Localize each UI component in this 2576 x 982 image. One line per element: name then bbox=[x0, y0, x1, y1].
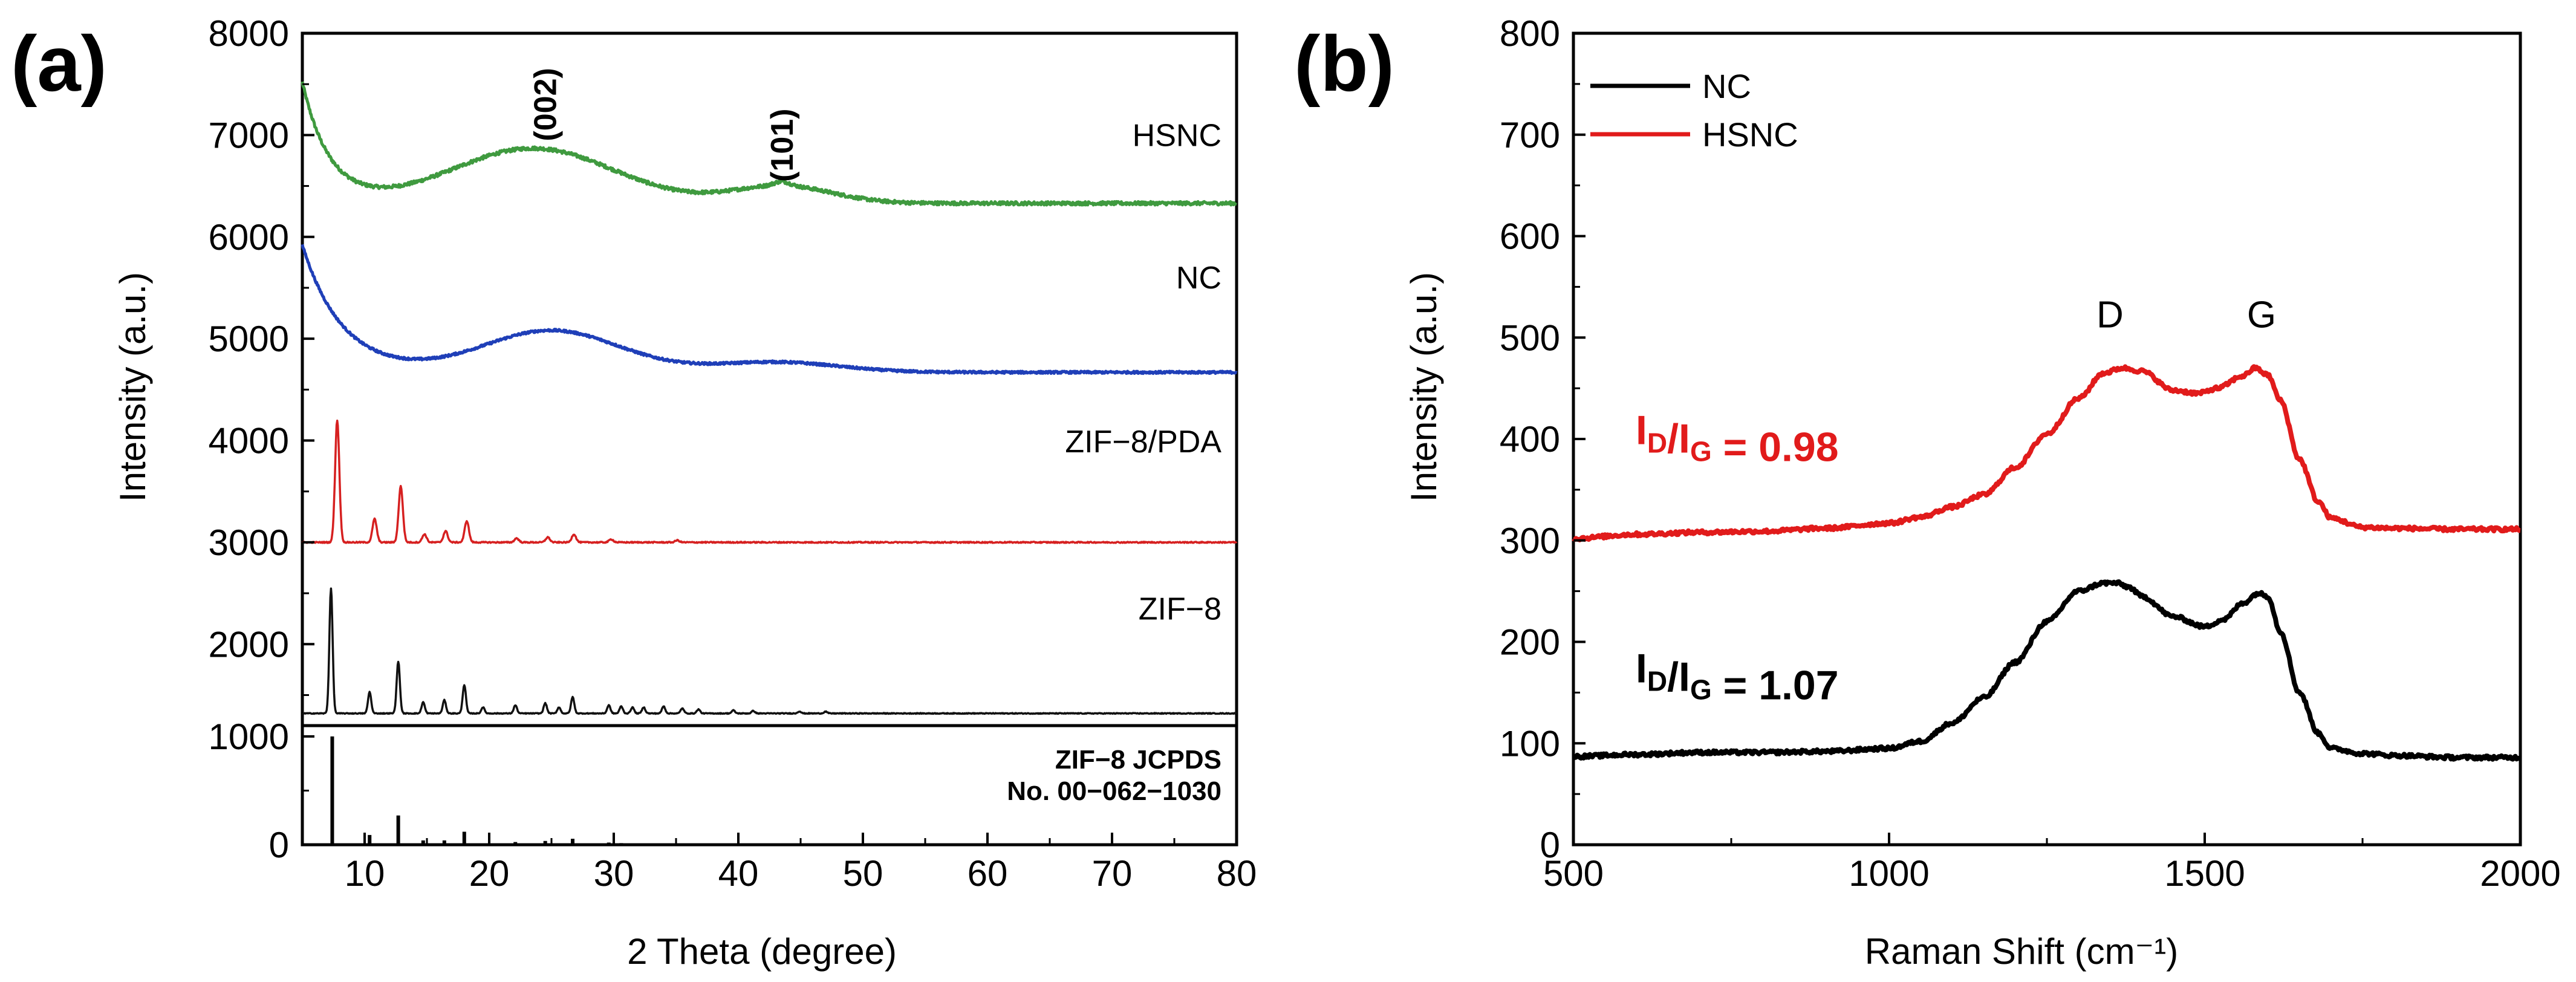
y-tick-label-a: 3000 bbox=[209, 522, 289, 563]
raman-trace-hsnc bbox=[1572, 364, 2522, 542]
y-tick-label-a-lower: 0 bbox=[269, 825, 289, 865]
y-tick-label-b: 400 bbox=[1500, 419, 1560, 460]
x-tick-label-a: 80 bbox=[1217, 853, 1257, 894]
y-tick-label-b: 0 bbox=[1540, 825, 1560, 865]
y-tick-label-b: 500 bbox=[1500, 317, 1560, 358]
panel-a-frame bbox=[301, 31, 1238, 847]
y-tick-label-b: 700 bbox=[1500, 115, 1560, 155]
y-tick-label-a: 7000 bbox=[209, 115, 289, 155]
panel-a-letter: (a) bbox=[11, 19, 107, 108]
panel-a-traces bbox=[301, 81, 1238, 715]
hkl-label: (002) bbox=[529, 68, 564, 141]
raman-peak-label: D bbox=[2096, 294, 2124, 336]
y-tick-label-a: 2000 bbox=[209, 624, 289, 665]
y-tick-label-a: 8000 bbox=[209, 13, 289, 54]
panel-a-labels: HSNC NC ZIF−8/PDA ZIF−8 (002) (101) bbox=[529, 68, 1222, 626]
y-tick-label-a: 5000 bbox=[209, 319, 289, 359]
panel-a-ylabel: Intensity (a.u.) bbox=[112, 272, 153, 502]
panel-a-ticks: 10 20 30 40 50 60 70 80 2000 3000 4000 5000 6000 7000… bbox=[209, 13, 1257, 894]
y-tick-label-b: 300 bbox=[1500, 521, 1560, 561]
x-tick-label-a: 70 bbox=[1092, 853, 1133, 894]
raman-trace-nc bbox=[1572, 579, 2522, 762]
x-tick-label-b: 500 bbox=[1543, 853, 1604, 894]
x-tick-label-a: 10 bbox=[345, 853, 385, 894]
y-tick-label-b: 100 bbox=[1500, 723, 1560, 764]
panel-b-ticks: 500 1000 1500 2000 0 100 200 300 400 500 600 700 800 bbox=[1500, 13, 2561, 894]
legend-label-hsnc: HSNC bbox=[1702, 115, 1798, 154]
y-tick-label-b: 200 bbox=[1500, 622, 1560, 663]
raman-peak-label: G bbox=[2247, 294, 2276, 336]
trace-zif-8-pda bbox=[301, 419, 1238, 544]
x-tick-label-a: 30 bbox=[594, 853, 634, 894]
y-tick-label-b: 600 bbox=[1500, 216, 1560, 257]
x-tick-label-b: 1500 bbox=[2164, 853, 2245, 894]
hkl-label: (101) bbox=[765, 109, 800, 182]
trace-nc bbox=[301, 244, 1238, 376]
panel-a: (a) 10 20 30 40 50 60 70 80 2000 3000 4000 5000 6000… bbox=[11, 13, 1257, 972]
y-tick-label-b: 800 bbox=[1500, 13, 1560, 54]
x-tick-label-a: 20 bbox=[469, 853, 510, 894]
y-tick-label-a: 4000 bbox=[209, 421, 289, 461]
panel-a-xlabel: 2 Theta (degree) bbox=[627, 931, 897, 972]
panel-b-labels: D G ID/IG = 0.98 ID/IG = 1.07 bbox=[1636, 294, 2276, 708]
x-tick-label-a: 50 bbox=[843, 853, 883, 894]
y-tick-label-a: 6000 bbox=[209, 217, 289, 258]
x-tick-label-b: 1000 bbox=[1849, 853, 1929, 894]
reference-name: ZIF−8 JCPDS bbox=[1055, 745, 1221, 775]
x-tick-label-b: 2000 bbox=[2480, 853, 2560, 894]
trace-hsnc bbox=[301, 81, 1238, 207]
trace-label: HSNC bbox=[1133, 118, 1221, 153]
panel-b-traces bbox=[1572, 364, 2522, 762]
legend-label-nc: NC bbox=[1702, 67, 1751, 105]
panel-a-axes-box bbox=[301, 31, 1238, 847]
x-tick-label-a: 40 bbox=[718, 853, 759, 894]
x-tick-label-a: 60 bbox=[968, 853, 1008, 894]
trace-label: ZIF−8 bbox=[1139, 591, 1221, 626]
trace-label: NC bbox=[1176, 261, 1221, 296]
panel-b: (b) 500 1000 1500 2000 0 100 200 300 400 500 600 70… bbox=[1294, 13, 2561, 972]
trace-zif-8 bbox=[301, 587, 1237, 715]
panel-b-ylabel: Intensity (a.u.) bbox=[1403, 272, 1444, 502]
id-ig-ratio-nc: ID/IG = 1.07 bbox=[1636, 646, 1839, 709]
y-tick-label-a-lower: 1000 bbox=[209, 717, 289, 757]
reference-number: No. 00−062−1030 bbox=[1007, 776, 1221, 806]
panel-a-reference-sticks bbox=[330, 736, 666, 845]
panel-b-letter: (b) bbox=[1294, 19, 1394, 108]
panel-b-xlabel: Raman Shift (cm⁻¹) bbox=[1865, 931, 2178, 972]
id-ig-ratio-hsnc: ID/IG = 0.98 bbox=[1636, 407, 1839, 470]
trace-label: ZIF−8/PDA bbox=[1065, 424, 1221, 460]
